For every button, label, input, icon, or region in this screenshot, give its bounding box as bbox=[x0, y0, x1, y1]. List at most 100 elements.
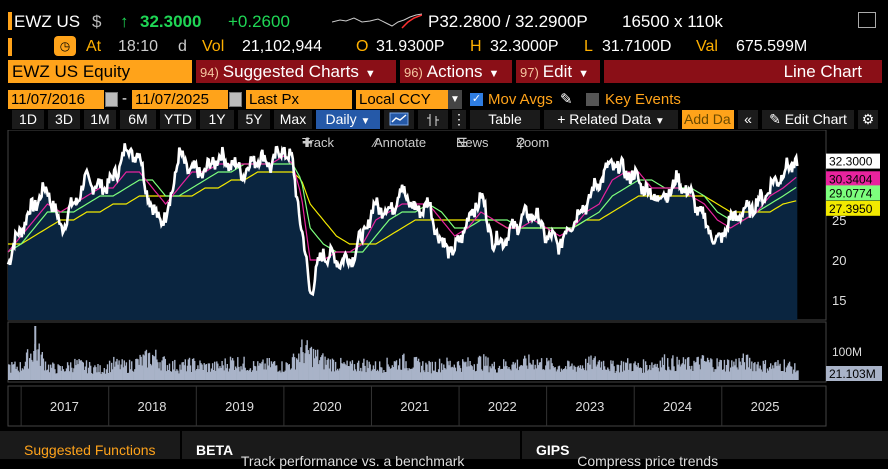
field-select[interactable]: Last Px bbox=[246, 90, 352, 109]
volume-bar bbox=[222, 365, 224, 380]
volume-bar bbox=[339, 368, 341, 380]
volume-bar bbox=[354, 369, 357, 380]
range-button-1m[interactable]: 1M bbox=[84, 110, 116, 129]
volume-bar bbox=[717, 366, 719, 380]
range-button-1d[interactable]: 1D bbox=[12, 110, 44, 129]
volume-bar bbox=[161, 360, 163, 380]
volume-bar bbox=[702, 355, 705, 380]
volume-bar bbox=[356, 362, 359, 380]
range-button-max[interactable]: Max bbox=[274, 110, 312, 129]
bar-style-button[interactable] bbox=[418, 110, 448, 129]
volume-bar bbox=[699, 369, 701, 380]
related-data-button[interactable]: + Related Data ▼ bbox=[544, 110, 678, 129]
mov-avgs-checkbox[interactable]: ✓ bbox=[470, 93, 483, 106]
pencil-icon[interactable]: ✎ bbox=[560, 91, 573, 108]
actions-menu[interactable]: 96) Actions ▼ bbox=[400, 60, 512, 83]
volume-bar bbox=[156, 359, 158, 380]
collapse-icon[interactable]: « bbox=[738, 110, 758, 129]
range-button-1y[interactable]: 1Y bbox=[200, 110, 234, 129]
volume-bar bbox=[299, 362, 301, 380]
suggested-charts-menu[interactable]: 94) Suggested Charts ▼ bbox=[196, 60, 396, 83]
gips-function[interactable]: GIPS Compress price trends bbox=[536, 442, 719, 469]
volume-last-label: 21.103M bbox=[829, 367, 876, 381]
price-chart[interactable]: 15 20 25 32.3000 30.3404 29.0774 27.3950 100M 21… bbox=[0, 129, 888, 430]
divider bbox=[180, 431, 182, 459]
volume-bar bbox=[198, 369, 200, 380]
gear-icon[interactable]: ⚙ bbox=[858, 110, 878, 129]
line-style-button[interactable] bbox=[384, 110, 414, 129]
edit-menu[interactable]: 97) Edit ▼ bbox=[516, 60, 600, 83]
volume-bar bbox=[97, 364, 99, 380]
frequency-select[interactable]: Daily ▼ bbox=[316, 110, 380, 129]
volume-bar bbox=[796, 370, 798, 380]
volume-bar bbox=[152, 354, 154, 380]
volume-bar bbox=[765, 372, 768, 380]
volume-bar bbox=[333, 371, 336, 380]
volume-bar bbox=[221, 361, 223, 380]
edit-chart-button[interactable]: ✎ Edit Chart bbox=[762, 110, 854, 129]
alert-icon[interactable]: ◷ bbox=[54, 36, 76, 56]
more-tools-button[interactable]: ⋮ bbox=[452, 110, 466, 129]
beta-function[interactable]: BETA Track performance vs. a benchmark bbox=[196, 442, 465, 469]
add-data-input[interactable]: Add Da bbox=[682, 110, 734, 129]
ticker-icon bbox=[8, 12, 12, 30]
volume-bar bbox=[693, 360, 695, 380]
volume-bar bbox=[458, 365, 461, 380]
table-button[interactable]: Table bbox=[470, 110, 540, 129]
ma-mid-label-bg bbox=[826, 185, 880, 201]
volume-bar bbox=[331, 358, 334, 380]
menu-bar: EWZ US Equity 94) Suggested Charts ▼ 96) Ac… bbox=[0, 60, 888, 84]
volume-bar bbox=[428, 360, 430, 380]
volume-bar bbox=[109, 372, 112, 380]
volume-bar bbox=[449, 360, 451, 380]
volume-bar bbox=[722, 369, 725, 380]
volume-bar bbox=[144, 351, 146, 380]
chart-svg[interactable]: 15202532.300030.340429.077427.3950100M21… bbox=[0, 129, 888, 430]
volume-bar bbox=[577, 365, 579, 380]
volume-bar bbox=[561, 370, 564, 380]
volume-bar bbox=[432, 370, 434, 380]
x-tick-label: 2025 bbox=[751, 399, 780, 414]
volume-bar bbox=[726, 359, 729, 380]
volume-bar bbox=[98, 372, 100, 380]
volume-bar bbox=[210, 368, 213, 380]
volume-bar bbox=[547, 361, 549, 380]
volume-bar bbox=[179, 364, 181, 380]
volume-bar bbox=[403, 353, 405, 380]
currency-dropdown-icon[interactable]: ▼ bbox=[448, 90, 462, 109]
volume-bar bbox=[678, 359, 680, 380]
volume-bar bbox=[24, 361, 27, 380]
volume-bar bbox=[562, 369, 565, 380]
security-field[interactable]: EWZ US Equity bbox=[8, 60, 192, 83]
volume-bar bbox=[590, 355, 592, 380]
range-button-ytd[interactable]: YTD bbox=[160, 110, 196, 129]
volume-bar bbox=[760, 369, 762, 380]
volume-bar bbox=[407, 370, 409, 380]
volume-bar bbox=[490, 368, 492, 380]
calendar-icon[interactable] bbox=[229, 92, 242, 107]
volume-bar bbox=[59, 366, 61, 380]
volume-bar bbox=[385, 372, 387, 380]
start-date-input[interactable]: 11/07/2016 bbox=[8, 90, 104, 109]
end-date-input[interactable]: 11/07/2025 bbox=[132, 90, 228, 109]
window-icon[interactable] bbox=[858, 12, 876, 28]
calendar-icon[interactable] bbox=[105, 92, 118, 107]
volume-bar bbox=[740, 365, 742, 380]
volume-bar bbox=[528, 354, 530, 380]
volume-bar bbox=[381, 367, 383, 380]
suggested-functions-label[interactable]: Suggested Functions bbox=[24, 442, 156, 458]
low-price: 31.7100D bbox=[602, 38, 672, 55]
range-button-3d[interactable]: 3D bbox=[48, 110, 80, 129]
volume-bar bbox=[312, 348, 315, 380]
volume-bar bbox=[640, 368, 643, 380]
key-events-checkbox[interactable] bbox=[586, 93, 599, 106]
currency-select[interactable]: Local CCY bbox=[356, 90, 448, 109]
volume-bar bbox=[653, 364, 655, 380]
range-button-5y[interactable]: 5Y bbox=[238, 110, 270, 129]
volume-bar bbox=[411, 368, 413, 380]
volume-bar bbox=[401, 369, 403, 380]
price-line bbox=[6, 143, 799, 297]
volume-bar bbox=[743, 362, 746, 380]
range-button-6m[interactable]: 6M bbox=[120, 110, 156, 129]
volume-bar bbox=[387, 364, 389, 380]
